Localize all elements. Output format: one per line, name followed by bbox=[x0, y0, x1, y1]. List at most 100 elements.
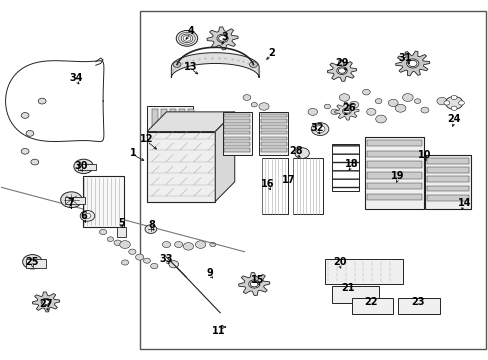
Bar bbox=[82, 176, 124, 226]
Circle shape bbox=[107, 237, 113, 242]
Circle shape bbox=[251, 103, 257, 107]
Bar bbox=[188, 109, 194, 131]
Circle shape bbox=[38, 98, 46, 104]
Bar bbox=[78, 164, 96, 170]
Bar bbox=[224, 131, 250, 134]
Text: 2: 2 bbox=[267, 48, 274, 58]
Circle shape bbox=[342, 108, 350, 114]
Bar bbox=[366, 150, 421, 157]
Text: 15: 15 bbox=[251, 275, 264, 285]
Polygon shape bbox=[147, 112, 234, 132]
Circle shape bbox=[387, 99, 397, 107]
Bar bbox=[260, 136, 286, 140]
Bar bbox=[161, 109, 166, 131]
Circle shape bbox=[362, 89, 369, 95]
Polygon shape bbox=[32, 292, 60, 312]
Text: 27: 27 bbox=[39, 299, 53, 309]
Circle shape bbox=[128, 249, 136, 255]
Circle shape bbox=[413, 99, 420, 103]
Circle shape bbox=[394, 104, 405, 112]
Bar bbox=[426, 186, 468, 192]
Circle shape bbox=[324, 104, 330, 109]
Circle shape bbox=[249, 62, 257, 67]
Bar bbox=[426, 167, 468, 173]
Circle shape bbox=[120, 240, 130, 248]
Bar bbox=[140, 12, 485, 348]
Circle shape bbox=[217, 34, 228, 42]
Bar bbox=[224, 120, 250, 123]
Bar bbox=[325, 259, 402, 284]
Circle shape bbox=[145, 225, 157, 233]
Bar bbox=[117, 226, 126, 237]
Bar bbox=[426, 158, 468, 163]
Circle shape bbox=[209, 242, 215, 247]
Circle shape bbox=[420, 107, 428, 113]
Circle shape bbox=[343, 109, 349, 113]
Bar bbox=[65, 197, 84, 204]
Circle shape bbox=[349, 101, 358, 108]
Text: 8: 8 bbox=[148, 220, 155, 230]
Circle shape bbox=[26, 131, 34, 136]
Circle shape bbox=[259, 103, 268, 110]
Circle shape bbox=[248, 280, 259, 288]
Bar bbox=[224, 114, 250, 117]
Bar bbox=[261, 158, 288, 214]
Circle shape bbox=[375, 115, 386, 123]
Circle shape bbox=[336, 67, 346, 75]
Circle shape bbox=[374, 99, 381, 104]
Polygon shape bbox=[395, 51, 429, 76]
Text: 3: 3 bbox=[221, 32, 228, 41]
Circle shape bbox=[315, 126, 325, 133]
Text: 9: 9 bbox=[206, 268, 213, 278]
Text: 33: 33 bbox=[160, 254, 173, 264]
Text: 10: 10 bbox=[417, 150, 431, 160]
Text: 18: 18 bbox=[344, 159, 358, 169]
Polygon shape bbox=[215, 112, 234, 202]
Circle shape bbox=[122, 260, 128, 265]
Circle shape bbox=[195, 241, 205, 248]
Text: 28: 28 bbox=[288, 146, 302, 156]
Circle shape bbox=[74, 159, 93, 174]
Text: 32: 32 bbox=[309, 123, 323, 133]
Circle shape bbox=[168, 261, 178, 268]
Text: 24: 24 bbox=[447, 114, 460, 124]
Circle shape bbox=[21, 113, 29, 118]
Bar bbox=[222, 112, 251, 155]
Circle shape bbox=[84, 213, 91, 219]
Text: 30: 30 bbox=[74, 161, 88, 171]
Bar bbox=[293, 158, 322, 214]
Circle shape bbox=[135, 254, 143, 260]
Bar bbox=[224, 136, 250, 140]
Circle shape bbox=[450, 106, 456, 111]
Bar bbox=[224, 125, 250, 129]
Circle shape bbox=[443, 101, 449, 105]
Circle shape bbox=[176, 31, 197, 46]
Circle shape bbox=[31, 159, 39, 165]
Circle shape bbox=[450, 95, 456, 100]
Circle shape bbox=[458, 101, 464, 105]
Circle shape bbox=[41, 298, 51, 306]
Circle shape bbox=[42, 300, 49, 305]
Text: 31: 31 bbox=[398, 53, 411, 63]
Circle shape bbox=[162, 242, 170, 248]
Circle shape bbox=[114, 240, 121, 246]
Bar bbox=[260, 148, 286, 152]
Text: 16: 16 bbox=[261, 179, 274, 189]
Bar bbox=[224, 148, 250, 152]
Circle shape bbox=[402, 56, 422, 71]
Text: 7: 7 bbox=[67, 198, 74, 208]
Bar bbox=[259, 112, 288, 155]
Circle shape bbox=[406, 59, 418, 68]
Text: 19: 19 bbox=[390, 171, 404, 181]
Bar bbox=[331, 286, 378, 303]
Bar bbox=[366, 183, 421, 189]
Circle shape bbox=[436, 98, 446, 105]
Bar bbox=[366, 161, 421, 168]
Polygon shape bbox=[171, 53, 259, 78]
Circle shape bbox=[243, 95, 250, 100]
Circle shape bbox=[143, 258, 150, 263]
Polygon shape bbox=[238, 273, 269, 296]
Circle shape bbox=[21, 148, 29, 154]
Circle shape bbox=[402, 94, 412, 102]
Circle shape bbox=[99, 229, 106, 235]
